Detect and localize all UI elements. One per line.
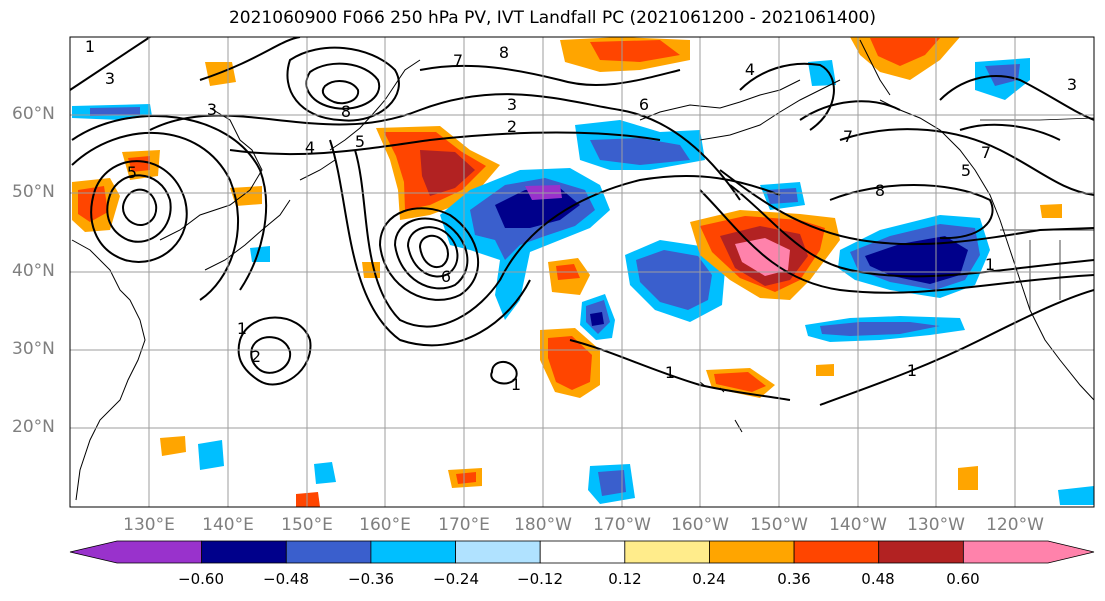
lat-label: 40°N: [12, 261, 55, 281]
lat-label: 60°N: [12, 104, 55, 124]
colorbar-tick-label: 0.48: [861, 570, 895, 588]
lon-label: 180°W: [514, 515, 572, 535]
contour-label: 2: [507, 117, 517, 136]
contour-label: 5: [127, 163, 137, 182]
map-frame: [69, 36, 1095, 508]
contour-low-kamchatka: [286, 46, 400, 122]
contour-label: 6: [639, 95, 649, 114]
colorbar-extend-high: [962, 540, 1095, 564]
contour-ridge-east: [719, 169, 1094, 246]
coast-japan: [204, 199, 291, 271]
colorbar-segment: [370, 540, 456, 564]
colorbar-segment: [709, 540, 795, 564]
contour-label: 4: [305, 138, 315, 157]
colorbar: [69, 540, 1095, 564]
contour-low-asia: [90, 160, 188, 263]
coast-na-west: [879, 99, 1094, 401]
colorbar-segment: [201, 540, 287, 564]
lat-label: 30°N: [12, 339, 55, 359]
contour-cutoff-low: [378, 207, 479, 301]
contour-label: 8: [341, 102, 351, 121]
contour-label: 7: [981, 143, 991, 162]
contour-label: 1: [907, 361, 917, 380]
colorbar-segment: [539, 540, 626, 564]
colorbar-tick-label: −0.24: [433, 570, 479, 588]
colorbar-tick-label: −0.36: [348, 570, 394, 588]
colorbar-tick-label: 0.24: [692, 570, 726, 588]
gridlines: [70, 37, 1094, 507]
colorbar-labels: −0.60 −0.48 −0.36 −0.24 −0.12 0.12 0.24 …: [0, 570, 1105, 594]
lon-label: 120°W: [986, 515, 1044, 535]
colorbar-tick-label: 0.60: [946, 570, 980, 588]
colorbar-tick-label: −0.12: [517, 570, 563, 588]
contour-label: 3: [1067, 75, 1077, 94]
colorbar-extend-low: [69, 540, 203, 564]
colorbar-segment: [878, 540, 964, 564]
colorbar-tick-label: −0.60: [178, 570, 224, 588]
contour-label: 1: [665, 363, 675, 382]
lon-label: 140°W: [829, 515, 887, 535]
contour-label: 5: [355, 132, 365, 151]
contour-label: 7: [843, 127, 853, 146]
lon-label: 160°E: [359, 515, 411, 535]
lon-label: 170°E: [438, 515, 490, 535]
figure-title: 2021060900 F066 250 hPa PV, IVT Landfall…: [228, 8, 876, 28]
contour-label: 8: [499, 43, 509, 62]
colorbar-tick-label: −0.48: [263, 570, 309, 588]
contour-label: 4: [745, 60, 755, 79]
contour-jet-north: [149, 93, 741, 201]
contour-label: 2: [251, 347, 261, 366]
coast-alaska: [639, 79, 801, 121]
lon-label: 130°E: [123, 515, 175, 535]
contour-label: 6: [441, 267, 451, 286]
lon-label: 170°W: [593, 515, 651, 535]
colorbar-segment: [285, 540, 372, 564]
contour-label: 7: [453, 51, 463, 70]
lon-label: 140°E: [202, 515, 254, 535]
coast-kamchatka: [329, 59, 421, 151]
colorbar-segment: [793, 540, 880, 564]
lon-label: 130°W: [907, 515, 965, 535]
contour-label: 3: [105, 69, 115, 88]
colorbar-segment: [624, 540, 710, 564]
contour-label: 1: [511, 375, 521, 394]
lon-label: 160°W: [671, 515, 729, 535]
contour-label: 8: [875, 181, 885, 200]
contour-label: 5: [961, 161, 971, 180]
contour-label: 1: [85, 37, 95, 56]
lat-label: 50°N: [12, 182, 55, 202]
colorbar-tick-label: 0.12: [608, 570, 642, 588]
lon-label: 150°W: [750, 515, 808, 535]
colorbar-tick-label: 0.36: [777, 570, 811, 588]
colorbar-segment: [455, 540, 541, 564]
contour-label: 1: [237, 319, 247, 338]
lat-label: 20°N: [12, 417, 55, 437]
coastlines: [71, 39, 1094, 501]
contour-label: 3: [507, 95, 517, 114]
contour-label: 3: [207, 100, 217, 119]
contour-label: 1: [985, 255, 995, 274]
lon-label: 150°E: [281, 515, 333, 535]
contour-labels: 1 1 2 2 3 3 3 3 4 4 5 5 5 6 6 7 7 7 8 8 …: [85, 37, 1077, 394]
